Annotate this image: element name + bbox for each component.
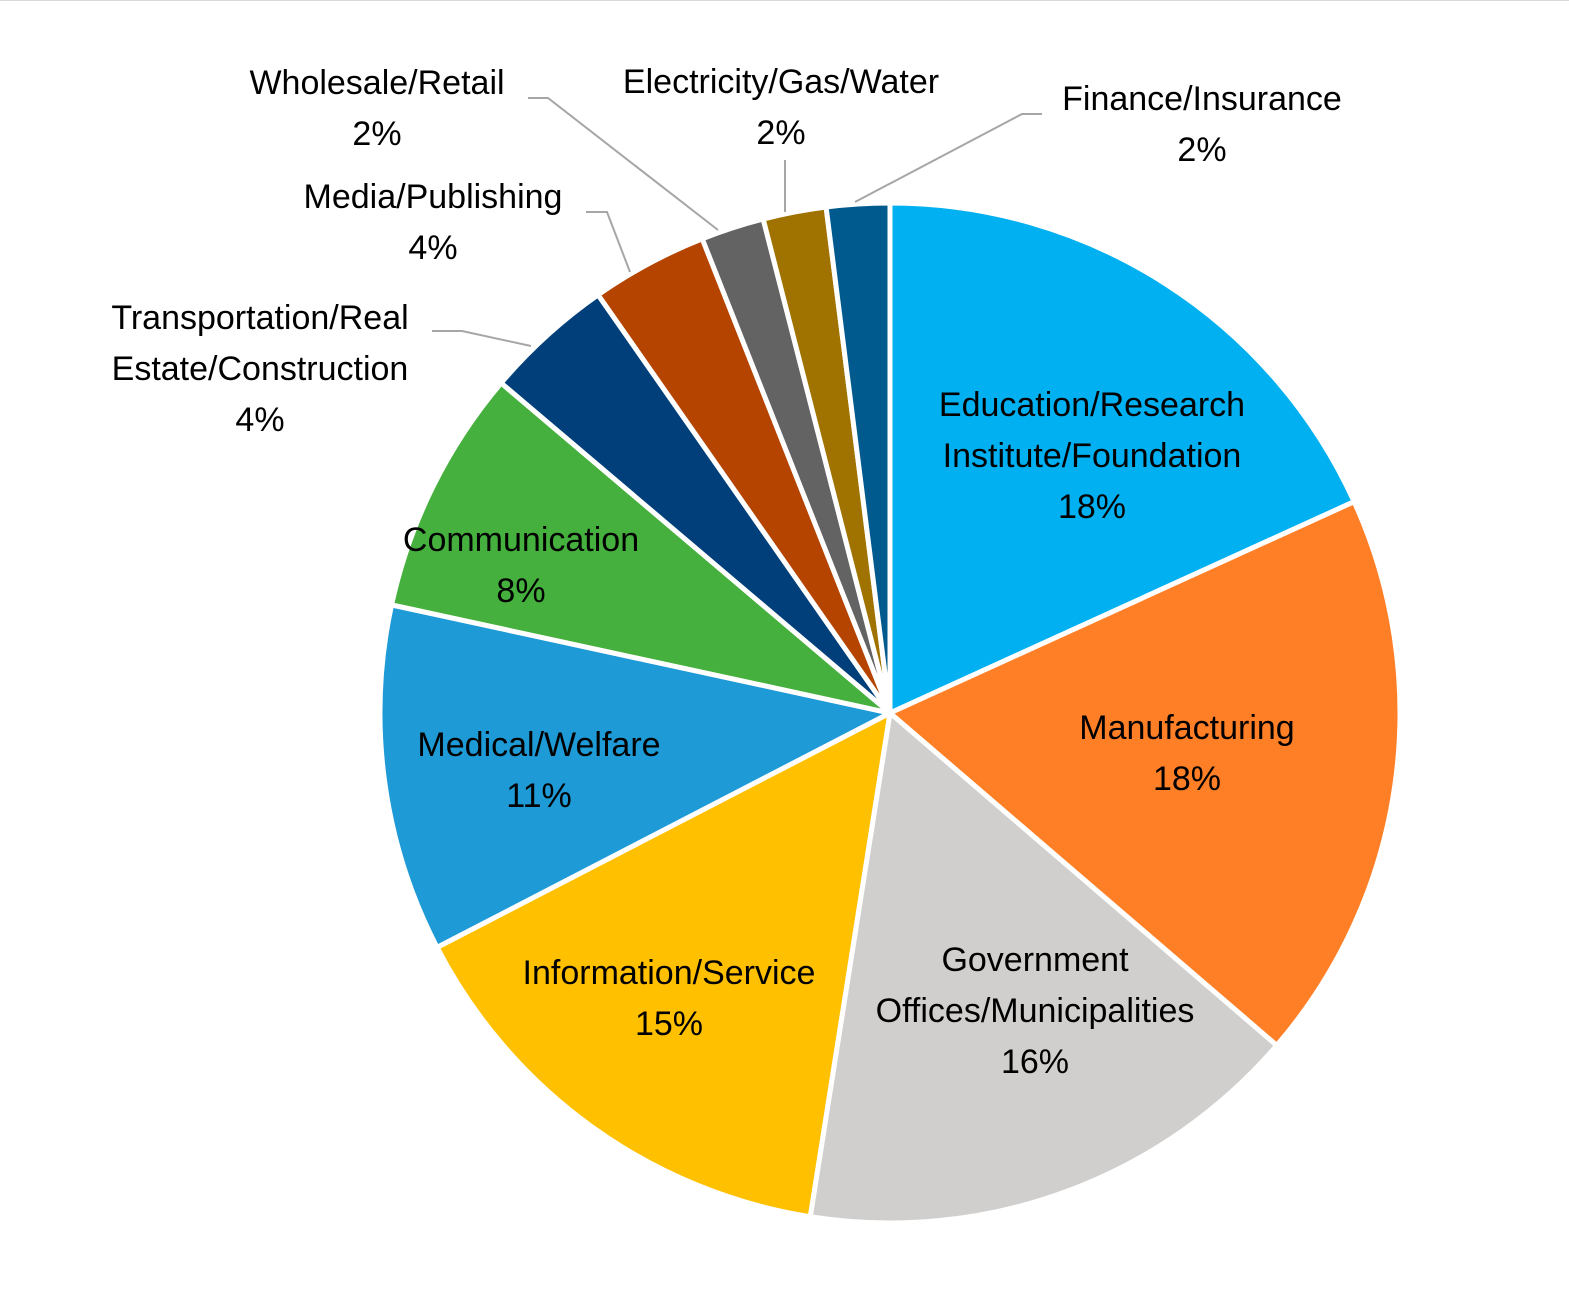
slice-category-label: Offices/Municipalities <box>876 992 1195 1030</box>
slice-category-label: Manufacturing <box>1079 709 1294 747</box>
slice-category-label: Institute/Foundation <box>943 437 1242 475</box>
slice-category-label: Government <box>941 941 1129 979</box>
leader-line-transportation-real-estate-construction <box>432 330 532 347</box>
pie-slice-manufacturing <box>887 499 1403 1048</box>
slice-category-label: Estate/Construction <box>112 350 409 388</box>
slice-label-electricity-gas-water: Electricity/Gas/Water 2% <box>623 63 939 152</box>
slice-label-media-publishing: Media/Publishing 4% <box>304 178 563 267</box>
slice-percent-label: 4% <box>235 401 284 439</box>
slice-percent-label: 2% <box>1177 131 1226 169</box>
labels-layer: Education/Research Institute/Foundation 18… <box>111 63 1342 1081</box>
leader-line-wholesale-retail <box>528 97 719 231</box>
slice-category-label: Electricity/Gas/Water <box>623 63 939 101</box>
slice-label-transportation-real-estate-construction: Transportation/Real Estate/Construction 4% <box>111 299 408 439</box>
slice-percent-label: 2% <box>352 115 401 153</box>
slice-percent-label: 4% <box>408 229 457 267</box>
slice-label-manufacturing: Manufacturing 18% <box>1079 709 1294 798</box>
slice-category-label: Medical/Welfare <box>417 726 660 764</box>
leader-lines-layer <box>432 97 1042 347</box>
leader-line-media-publishing <box>586 211 631 273</box>
slices-layer <box>377 200 1403 1226</box>
slice-label-government-offices-municipalities: Government Offices/Municipalities 16% <box>876 941 1195 1081</box>
pie-slice-finance-insurance <box>823 200 893 716</box>
slice-percent-label: 18% <box>1058 488 1126 526</box>
pie-slice-communication <box>389 380 893 716</box>
pie-slice-education-research-institute-foundation <box>887 200 1357 716</box>
slice-label-finance-insurance: Finance/Insurance 2% <box>1062 80 1342 169</box>
slice-label-wholesale-retail: Wholesale/Retail 2% <box>249 64 504 153</box>
slice-percent-label: 8% <box>496 572 545 610</box>
slice-label-communication: Communication 8% <box>403 521 639 610</box>
slice-percent-label: 11% <box>506 777 572 815</box>
slice-label-education-research-institute-foundation: Education/Research Institute/Foundation 18… <box>939 386 1245 526</box>
pie-slice-government-offices-municipalities <box>807 710 1280 1226</box>
slice-percent-label: 16% <box>1001 1043 1069 1081</box>
slice-category-label: Communication <box>403 521 639 559</box>
slice-percent-label: 2% <box>756 114 805 152</box>
slice-label-information-service: Information/Service 15% <box>523 954 816 1043</box>
chart-top-border <box>0 0 1569 1</box>
pie-slice-information-service <box>434 710 893 1220</box>
slice-label-medical-welfare: Medical/Welfare 11% <box>417 726 660 815</box>
slice-category-label: Information/Service <box>523 954 816 992</box>
slice-category-label: Wholesale/Retail <box>249 64 504 102</box>
leader-line-finance-insurance <box>854 113 1042 203</box>
pie-slice-medical-welfare <box>377 602 893 950</box>
slice-percent-label: 15% <box>635 1005 703 1043</box>
slice-category-label: Media/Publishing <box>304 178 563 216</box>
slice-percent-label: 18% <box>1153 760 1221 798</box>
slice-category-label: Transportation/Real <box>111 299 408 337</box>
slice-category-label: Education/Research <box>939 386 1245 424</box>
slice-category-label: Finance/Insurance <box>1062 80 1342 118</box>
